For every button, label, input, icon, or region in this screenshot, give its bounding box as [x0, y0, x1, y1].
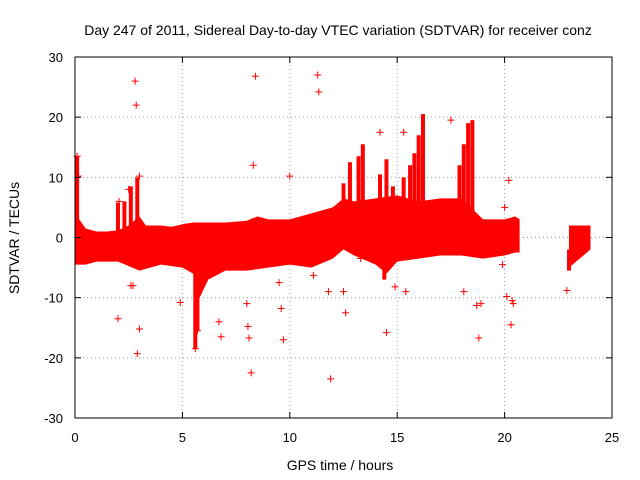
data-point [391, 283, 399, 291]
data-point [505, 176, 513, 184]
data-point [243, 300, 251, 308]
data-point [507, 321, 515, 329]
data-point [279, 336, 287, 344]
x-tick-label: 20 [497, 430, 511, 445]
x-tick-label: 10 [283, 430, 297, 445]
x-axis-label: GPS time / hours [287, 457, 394, 473]
data-point [247, 369, 255, 377]
chart-title: Day 247 of 2011, Sidereal Day-to-day VTE… [84, 22, 592, 38]
y-tick-label: 30 [49, 50, 63, 65]
data-point [191, 345, 199, 353]
data-point [277, 304, 285, 312]
data-point [327, 375, 335, 383]
data-point [251, 72, 259, 80]
data-point [131, 77, 139, 85]
data-point [74, 172, 82, 180]
data-point [475, 334, 483, 342]
data-point [215, 318, 223, 326]
data-point [309, 271, 317, 279]
y-tick-label: 10 [49, 170, 63, 185]
data-point [286, 172, 294, 180]
data-point [135, 172, 143, 180]
data-point [342, 309, 350, 317]
data-point [307, 258, 315, 266]
data-band [75, 114, 591, 349]
data-point [447, 116, 455, 124]
data-point [193, 327, 201, 335]
data-point [314, 71, 322, 79]
data-point [357, 255, 365, 263]
x-axis-ticks: 0 5 10 15 20 25 [71, 57, 619, 445]
y-tick-label: -10 [44, 291, 63, 306]
data-point [249, 161, 257, 169]
data-point [382, 329, 390, 337]
y-axis-label: SDTVAR / TECUs [6, 182, 22, 294]
data-point [498, 261, 506, 269]
data-point [115, 197, 123, 205]
data-point [176, 298, 184, 306]
data-point [400, 128, 408, 136]
y-tick-label: 20 [49, 110, 63, 125]
data-point [340, 288, 347, 296]
data-point [509, 300, 517, 308]
data-point [244, 323, 252, 331]
data-point [503, 292, 511, 300]
y-tick-label: -20 [44, 351, 63, 366]
x-tick-label: 25 [605, 430, 619, 445]
data-point [501, 203, 509, 211]
data-point [245, 334, 253, 342]
data-point [508, 297, 516, 305]
x-tick-label: 5 [179, 430, 186, 445]
data-band-main [75, 195, 520, 298]
data-point [217, 333, 225, 341]
data-point [477, 300, 485, 308]
data-point [563, 286, 571, 294]
y-axis-ticks: -30 -20 -10 0 10 20 30 [44, 50, 612, 426]
y-tick-label: -30 [44, 411, 63, 426]
data-point [460, 288, 468, 296]
data-point [402, 288, 410, 296]
data-point [125, 185, 133, 193]
data-point [324, 288, 332, 296]
data-point [129, 282, 137, 290]
data-point [275, 279, 283, 287]
data-point [473, 301, 481, 309]
x-tick-label: 0 [71, 430, 78, 445]
data-point [132, 101, 140, 109]
data-point [135, 325, 143, 333]
y-tick-label: 0 [56, 231, 63, 246]
data-point [114, 315, 122, 323]
data-point [376, 128, 384, 136]
x-tick-label: 15 [390, 430, 404, 445]
data-points [73, 71, 571, 383]
data-point [315, 88, 323, 96]
data-band-late [569, 225, 591, 268]
data-point [133, 350, 141, 358]
